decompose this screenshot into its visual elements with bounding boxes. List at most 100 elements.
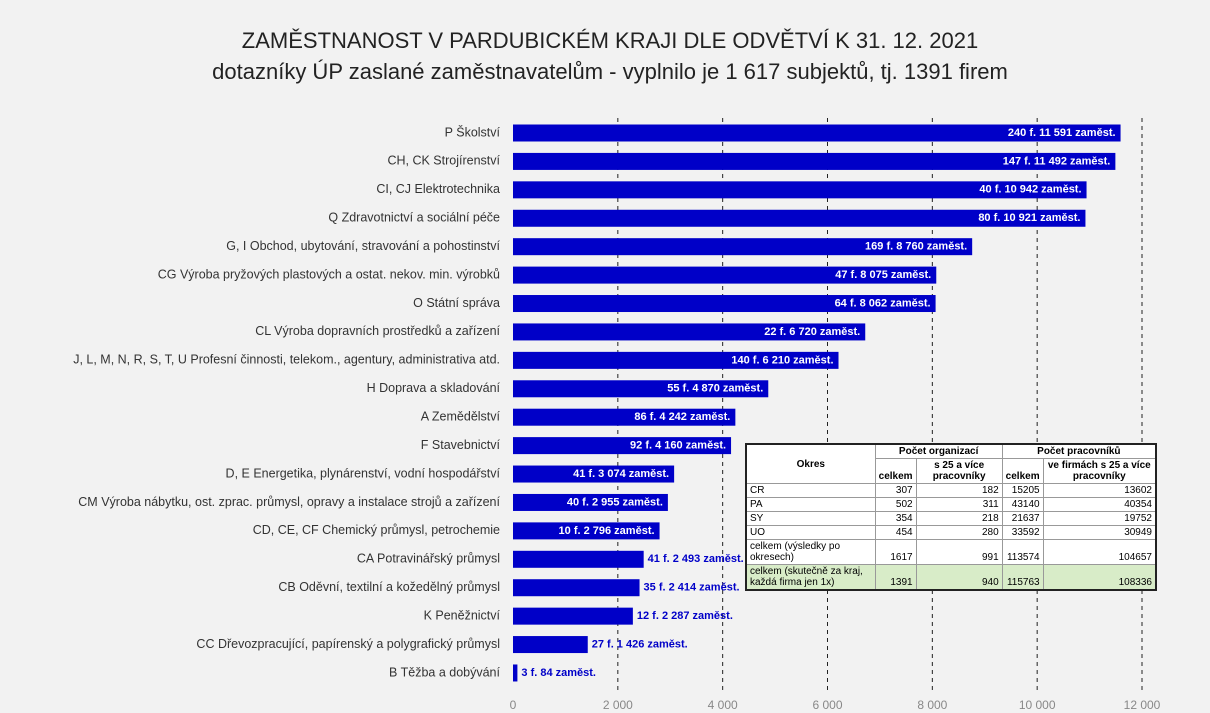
table-cell: 218 xyxy=(915,511,1003,526)
table-header: s 25 a více pracovníky xyxy=(915,458,1003,484)
y-tick-label: CG Výroba pryžových plastových a ostat. … xyxy=(158,267,500,281)
bar xyxy=(513,209,1086,227)
y-tick-label: CI, CJ Elektrotechnika xyxy=(376,182,500,196)
value-label: 27 f. 1 426 zaměst. xyxy=(592,638,688,650)
table-cell: 13602 xyxy=(1042,483,1157,498)
table-cell: 1617 xyxy=(874,539,917,565)
x-tick-label: 12 000 xyxy=(1124,698,1161,712)
value-label: 10 f. 2 796 zaměst. xyxy=(559,525,655,537)
table-cell: 182 xyxy=(915,483,1003,498)
bar xyxy=(513,522,660,540)
bar xyxy=(513,181,1087,199)
table-cell: 43140 xyxy=(1001,497,1044,512)
y-tick-label: CM Výroba nábytku, ost. zprac. průmysl, … xyxy=(78,495,500,509)
table-cell: 30949 xyxy=(1042,525,1157,540)
table-row: UO 454 280 33592 30949 xyxy=(745,525,1157,540)
y-tick-label: CA Potravinářský průmysl xyxy=(357,552,500,566)
value-label: 41 f. 2 493 zaměst. xyxy=(648,553,744,565)
y-tick-label: CH, CK Strojírenství xyxy=(387,154,500,168)
table-row: CR 307 182 15205 13602 xyxy=(745,483,1157,498)
x-tick-label: 2 000 xyxy=(603,698,633,712)
table-cell: 21637 xyxy=(1001,511,1044,526)
y-tick-label: K Peněžnictví xyxy=(424,608,501,622)
bar xyxy=(513,493,668,511)
table-cell: UO xyxy=(745,525,876,540)
table-row: celkem (výsledky po okresech) 1617 991 1135… xyxy=(745,539,1157,565)
table-cell: 991 xyxy=(915,539,1003,565)
bar xyxy=(513,351,839,369)
y-tick-label: H Doprava a skladování xyxy=(367,381,501,395)
table-header: celkem xyxy=(1001,458,1044,484)
table-cell: 454 xyxy=(874,525,917,540)
table-cell: 502 xyxy=(874,497,917,512)
value-label: 55 f. 4 870 zaměst. xyxy=(667,383,763,395)
value-label: 22 f. 6 720 zaměst. xyxy=(764,326,860,338)
x-tick-label: 10 000 xyxy=(1019,698,1056,712)
bar xyxy=(513,124,1121,142)
bar xyxy=(513,238,973,256)
value-label: 12 f. 2 287 zaměst. xyxy=(637,610,733,622)
bar xyxy=(513,323,866,341)
table-cell: 280 xyxy=(915,525,1003,540)
y-tick-label: P Školství xyxy=(445,124,501,139)
value-label: 40 f. 2 955 zaměst. xyxy=(567,496,663,508)
table-row: celkem (skutečně za kraj, každá firma je… xyxy=(745,564,1157,591)
value-label: 64 f. 8 062 zaměst. xyxy=(835,297,931,309)
y-tick-label: CB Oděvní, textilní a kožedělný průmysl xyxy=(278,580,500,594)
value-label: 3 f. 84 zaměst. xyxy=(521,667,596,679)
table-cell: 1391 xyxy=(874,564,917,591)
value-label: 86 f. 4 242 zaměst. xyxy=(634,411,730,423)
value-label: 240 f. 11 591 zaměst. xyxy=(1008,127,1116,139)
table-header: Okres xyxy=(745,443,876,484)
bar xyxy=(513,465,675,483)
bar xyxy=(513,636,588,654)
table-cell: CR xyxy=(745,483,876,498)
bar xyxy=(513,607,633,625)
value-label: 140 f. 6 210 zaměst. xyxy=(731,354,833,366)
value-label: 40 f. 10 942 zaměst. xyxy=(979,184,1081,196)
value-label: 35 f. 2 414 zaměst. xyxy=(644,582,740,594)
bar xyxy=(513,550,644,568)
x-tick-label: 6 000 xyxy=(812,698,842,712)
table-cell: 307 xyxy=(874,483,917,498)
value-label: 47 f. 8 075 zaměst. xyxy=(835,269,931,281)
bar xyxy=(513,579,640,597)
value-label: 169 f. 8 760 zaměst. xyxy=(865,241,967,253)
y-tick-label: B Těžba a dobývání xyxy=(389,665,500,679)
table-header: Počet pracovníků xyxy=(1001,443,1157,459)
table-header: celkem xyxy=(874,458,917,484)
table-row: SY 354 218 21637 19752 xyxy=(745,511,1157,526)
table-row: PA 502 311 43140 40354 xyxy=(745,497,1157,512)
bar xyxy=(513,437,732,455)
y-tick-label: F Stavebnictví xyxy=(421,438,501,452)
x-tick-label: 0 xyxy=(510,698,517,712)
y-tick-label: G, I Obchod, ubytování, stravování a poh… xyxy=(226,239,500,253)
table-cell: SY xyxy=(745,511,876,526)
table-header: Počet organizací xyxy=(874,443,1003,459)
table-cell: 40354 xyxy=(1042,497,1157,512)
table-cell: celkem (skutečně za kraj, každá firma je… xyxy=(745,564,876,591)
table-cell: 15205 xyxy=(1001,483,1044,498)
value-label: 147 f. 11 492 zaměst. xyxy=(1003,155,1111,167)
bar xyxy=(513,152,1116,170)
y-tick-label: J, L, M, N, R, S, T, U Profesní činnosti… xyxy=(73,353,500,367)
table-cell: PA xyxy=(745,497,876,512)
x-tick-label: 4 000 xyxy=(708,698,738,712)
y-tick-label: D, E Energetika, plynárenství, vodní hos… xyxy=(226,466,501,480)
table-cell: 113574 xyxy=(1001,539,1044,565)
table-header: ve firmách s 25 a více pracovníky xyxy=(1042,458,1157,484)
bar xyxy=(513,295,936,313)
y-tick-label: A Zemědělství xyxy=(421,409,501,423)
table-cell: 104657 xyxy=(1042,539,1157,565)
table-cell: 19752 xyxy=(1042,511,1157,526)
chart-subtitle: dotazníky ÚP zaslané zaměstnavatelům - v… xyxy=(212,59,1008,84)
bar xyxy=(513,266,937,284)
value-label: 92 f. 4 160 zaměst. xyxy=(630,440,726,452)
table-cell: 311 xyxy=(915,497,1003,512)
bar xyxy=(513,408,736,426)
table-cell: celkem (výsledky po okresech) xyxy=(745,539,876,565)
table-cell: 354 xyxy=(874,511,917,526)
summary-table: Okres Počet organizací Počet pracovníků … xyxy=(745,443,1157,591)
